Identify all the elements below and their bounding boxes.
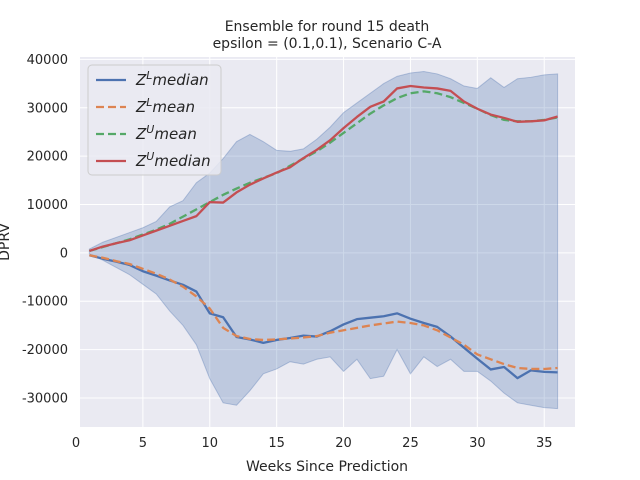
chart-subtitle: epsilon = (0.1,0.1), Scenario C-A bbox=[213, 36, 442, 52]
x-tick-label: 35 bbox=[536, 436, 553, 451]
x-tick-label: 15 bbox=[268, 436, 285, 451]
legend-label: ZLmedian bbox=[135, 69, 209, 89]
y-tick-label: 10000 bbox=[27, 198, 68, 213]
x-tick-label: 0 bbox=[72, 436, 80, 451]
x-tick-label: 20 bbox=[335, 436, 352, 451]
legend-label: ZUmedian bbox=[135, 150, 211, 170]
y-tick-label: 0 bbox=[60, 246, 68, 261]
x-tick-label: 10 bbox=[201, 436, 218, 451]
y-tick-label: 30000 bbox=[27, 101, 68, 116]
y-tick-label: -10000 bbox=[22, 295, 68, 310]
x-axis-label: Weeks Since Prediction bbox=[246, 459, 408, 475]
series-line-L-mean bbox=[89, 254, 558, 371]
legend-label: ZUmean bbox=[135, 123, 197, 143]
y-axis-label: DPRV bbox=[0, 223, 13, 261]
y-tick-label: -20000 bbox=[22, 343, 68, 358]
x-tick-label: 30 bbox=[469, 436, 486, 451]
x-ticks: 0 5 10 15 20 25 30 35 bbox=[72, 436, 553, 451]
band-layer bbox=[88, 71, 559, 410]
y-tick-label: 40000 bbox=[27, 53, 68, 68]
series-line-L-median bbox=[89, 254, 558, 380]
y-tick-label: 20000 bbox=[27, 150, 68, 165]
legend: ZLmedian ZLmean ZUmean ZUmedian bbox=[87, 64, 222, 176]
x-tick-label: 25 bbox=[402, 436, 419, 451]
series-layer bbox=[89, 84, 558, 380]
y-tick-label: -30000 bbox=[22, 391, 68, 406]
uncertainty-band bbox=[88, 71, 559, 410]
chart-title: Ensemble for round 15 death bbox=[225, 19, 430, 35]
series-line-U-median bbox=[89, 84, 558, 253]
y-ticks: -30000 -20000 -10000 0 10000 20000 30000 40000 bbox=[22, 53, 68, 407]
legend-box bbox=[87, 64, 222, 176]
x-tick-label: 5 bbox=[139, 436, 147, 451]
legend-label: ZLmean bbox=[135, 96, 195, 116]
